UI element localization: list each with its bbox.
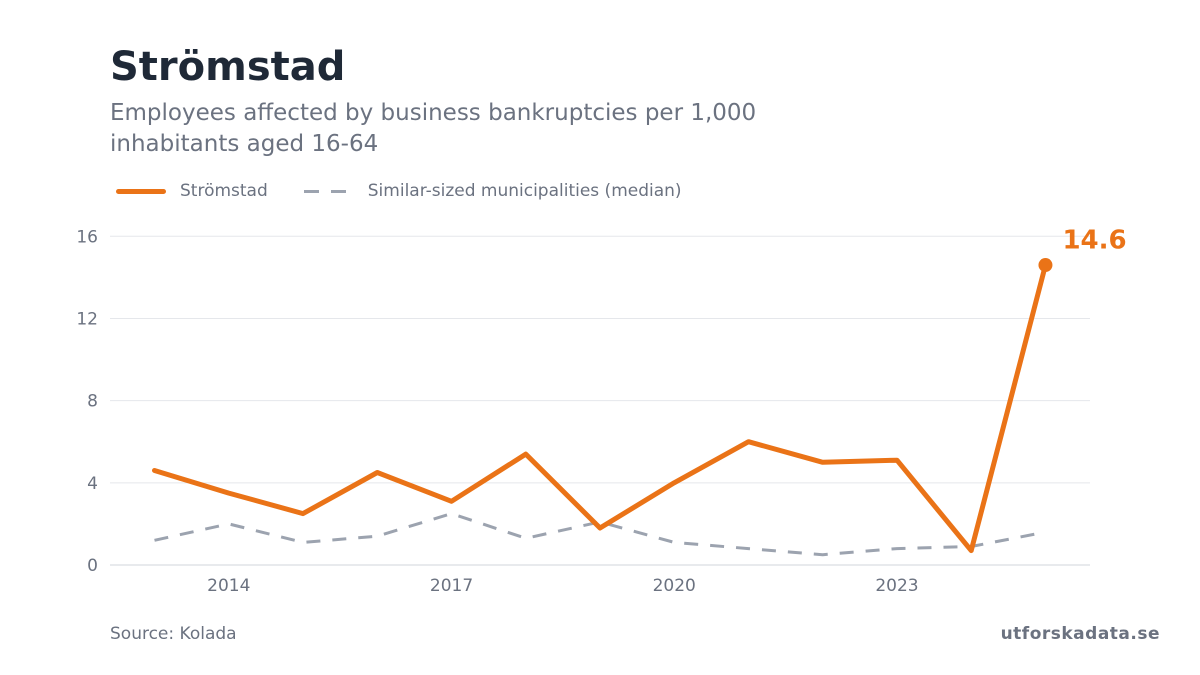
legend-label-median: Similar-sized municipalities (median) [367, 181, 682, 201]
chart-title: Strömstad [110, 44, 346, 90]
plot-lines [152, 262, 1048, 557]
grid-lines [110, 235, 1090, 566]
brand-label: utforskadata.se [1000, 624, 1160, 644]
y-tick-label: 4 [87, 474, 98, 494]
y-tick-label: 16 [76, 227, 98, 247]
y-tick-label: 0 [87, 556, 98, 576]
x-tick-label: 2020 [653, 576, 696, 596]
y-tick-label: 8 [87, 392, 98, 412]
last-value-label: 14.6 [1062, 225, 1126, 255]
annotations: 14.6 [1038, 225, 1127, 273]
x-axis: 2014 2017 2020 2023 [207, 576, 918, 596]
y-tick-label: 12 [76, 309, 98, 329]
stromstad-series-line [152, 262, 1048, 554]
x-tick-label: 2014 [207, 576, 250, 596]
median-series-line [154, 512, 1046, 557]
x-tick-label: 2023 [875, 576, 918, 596]
y-axis: 0 4 8 12 16 [76, 227, 98, 576]
chart-subtitle: Employees affected by business bankruptc… [110, 100, 757, 157]
x-tick-label: 2017 [430, 576, 473, 596]
legend-swatch-solid [116, 188, 166, 194]
legend-label-stromstad: Strömstad [180, 181, 268, 201]
legend-item-stromstad: Strömstad [116, 181, 268, 201]
source-note: Source: Kolada [110, 624, 237, 644]
legend-item-median: Similar-sized municipalities (median) [303, 181, 682, 201]
legend: Strömstad Similar-sized municipalities (… [116, 178, 718, 204]
last-value-point [1038, 258, 1053, 273]
legend-swatch-dashed [303, 189, 354, 193]
